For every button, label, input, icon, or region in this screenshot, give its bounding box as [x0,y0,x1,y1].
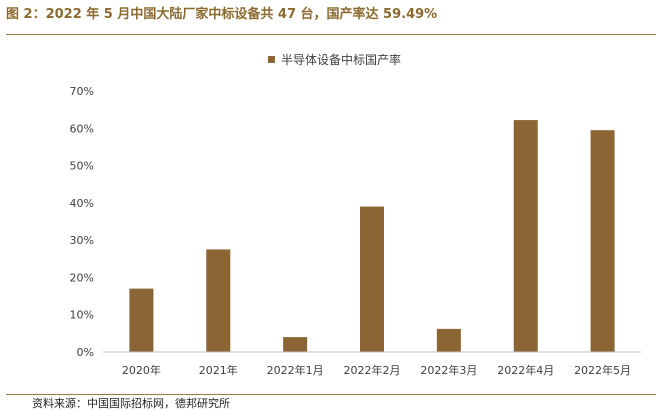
x-tick-label: 2022年1月 [267,363,324,377]
bar [360,206,384,352]
x-axis: 2020年 2021年 2022年1月 2022年2月 2022年3月 2022年4月 20… [122,363,631,377]
y-tick-label: 50% [70,160,94,173]
bar [283,337,308,352]
y-tick-label: 20% [70,271,94,284]
bar [206,249,231,352]
source-divider [6,394,656,395]
bar [129,288,154,352]
legend-label: 半导体设备中标国产率 [281,52,401,67]
x-tick-label: 2022年2月 [344,363,401,377]
x-tick-label: 2020年 [122,363,161,377]
x-tick-label: 2021年 [199,363,238,377]
bar [590,130,615,352]
x-tick-label: 2022年4月 [497,363,554,377]
bar [436,328,461,352]
y-tick-label: 10% [70,309,94,322]
figure-title: 图 2：2022 年 5 月中国大陆厂家中标设备共 47 台，国产率达 59.4… [6,7,438,22]
bar [513,120,538,352]
x-tick-label: 2022年3月 [420,363,477,377]
legend-swatch [268,56,275,63]
title-divider [6,34,656,35]
y-tick-label: 40% [70,197,94,210]
source-note: 资料来源：中国国际招标网，德邦研究所 [32,397,230,410]
y-tick-label: 0% [77,346,94,359]
x-tick-label: 2022年5月 [574,363,631,377]
legend: 半导体设备中标国产率 [268,52,401,67]
y-axis: 0% 10% 20% 30% 40% 50% 60% 70% [70,85,94,359]
y-tick-label: 70% [70,85,94,98]
y-tick-label: 30% [70,234,94,247]
y-tick-label: 60% [70,122,94,135]
bar-chart: 半导体设备中标国产率 0% 10% 20% 30% 40% 50% 60% 70% 2020年… [70,52,641,377]
bars [129,120,615,352]
